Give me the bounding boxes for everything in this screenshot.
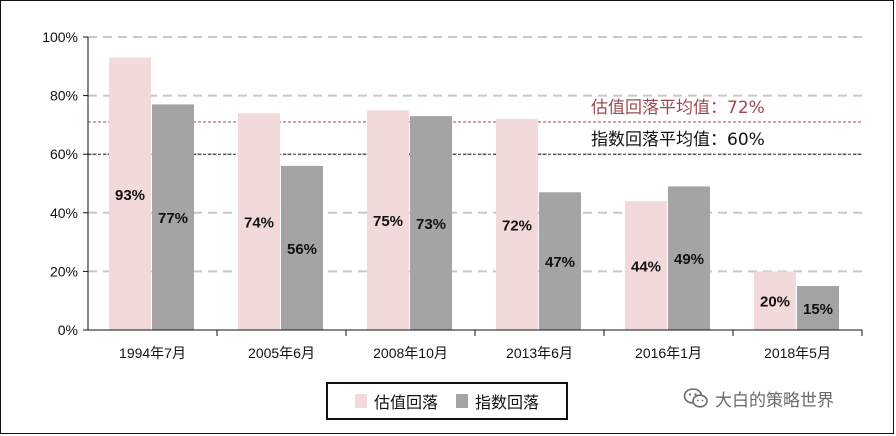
bar-valuation-2 [367,110,409,330]
legend-swatch-index [456,394,468,408]
data-label-index-3: 47% [545,254,575,271]
bar-index-5 [797,286,839,330]
bar-index-0 [152,104,194,330]
bar-valuation-4 [625,201,667,330]
axes: 0% 20% 40% 60% 80% 100% 1994年7月 2005年6月 2008年10月… [42,29,863,361]
data-label-index-5: 15% [803,301,833,318]
bar-valuation-1 [238,113,280,331]
watermark-text: 大白的策略世界 [715,390,834,411]
legend-item-index: 指数回落 [456,389,539,413]
bar-valuation-5 [754,271,796,330]
bar-valuation-0 [109,57,151,330]
legend-swatch-valuation [354,394,367,408]
legend-label-index: 指数回落 [475,393,540,412]
data-label-index-0: 77% [158,210,188,227]
valuation-average-label: 估值回落平均值：72% [591,98,765,118]
data-label-index-1: 56% [287,241,317,258]
data-label-valuation-1: 74% [244,215,274,232]
data-label-valuation-5: 20% [760,294,790,311]
index-average-label: 指数回落平均值：60% [591,130,765,150]
x-tick-label: 1994年7月 [119,345,186,361]
y-tick-label: 100% [42,29,78,45]
wechat-icon [683,388,708,408]
x-tick-label: 2018年5月 [764,345,831,361]
legend-label-valuation: 估值回落 [373,393,438,412]
bar-index-3 [539,192,581,330]
y-tick-label: 40% [50,205,78,221]
bars [109,57,839,331]
y-tick-label: 60% [50,146,78,162]
legend: 估值回落 指数回落 [326,382,568,420]
x-tick-label: 2008年10月 [373,345,448,361]
bar-index-4 [668,186,710,330]
bar-valuation-3 [496,119,538,330]
y-tick-label: 80% [50,88,78,104]
average-lines: 估值回落平均值：72% 指数回落平均值：60% [88,98,862,155]
bar-index-1 [281,165,323,330]
x-tick-label: 2016年1月 [635,345,702,361]
x-tick-label: 2005年6月 [248,345,315,361]
data-label-valuation-0: 93% [115,187,145,204]
legend-item-valuation: 估值回落 [354,389,438,413]
watermark: 大白的策略世界 [683,384,834,412]
data-label-index-4: 49% [674,251,704,268]
data-label-index-2: 73% [416,216,446,233]
data-label-valuation-3: 72% [502,218,532,235]
data-label-valuation-4: 44% [631,259,661,276]
bar-index-2 [410,116,452,330]
x-tick-label: 2013年6月 [506,345,573,361]
y-tick-label: 20% [50,263,78,279]
data-labels: 93% 77% 74% 56% 75% 73% 72% 47% 44% 49% 20% 15% [115,187,833,318]
data-label-valuation-2: 75% [373,213,403,230]
y-tick-label: 0% [58,322,78,338]
